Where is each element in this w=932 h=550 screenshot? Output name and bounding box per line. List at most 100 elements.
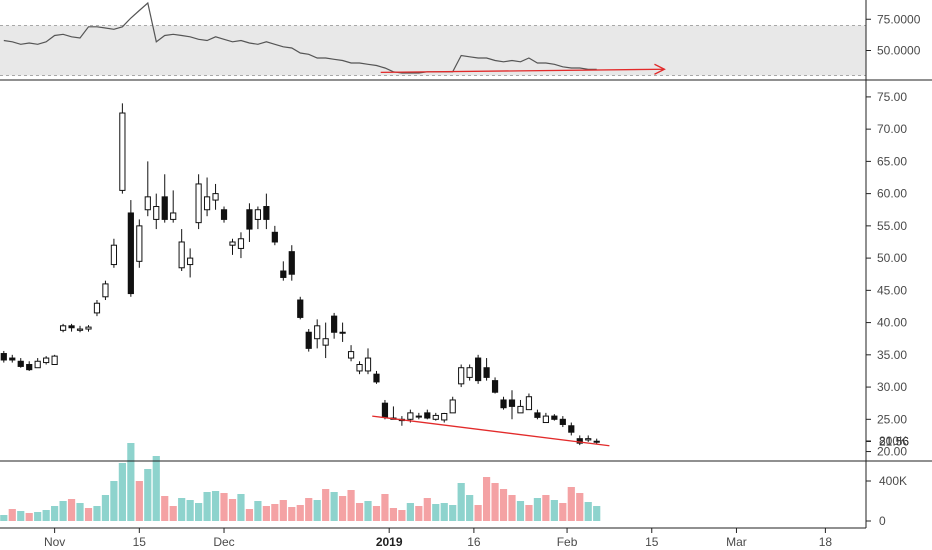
candle (314, 319, 321, 349)
last-price-label: 21.56 (879, 434, 909, 448)
candle-body (475, 357, 482, 382)
candle-body (585, 438, 592, 441)
candle-body (297, 299, 304, 318)
candle (331, 312, 338, 339)
price-trendline (372, 415, 610, 447)
candle-body (542, 415, 549, 424)
volume-bar (322, 489, 330, 521)
candle-body (364, 357, 372, 372)
volume-tick-label: 800K (879, 434, 907, 448)
volume-bar (228, 499, 237, 521)
candle (347, 345, 355, 362)
price-tick-label: 65.00 (877, 154, 907, 168)
candle-body (93, 302, 101, 314)
candle-body (415, 415, 422, 418)
candle (195, 174, 202, 230)
volume-bar (279, 500, 287, 521)
volume-bar (59, 501, 67, 521)
volume-bar (415, 506, 423, 521)
candle (398, 416, 405, 426)
candle (458, 364, 465, 388)
volume-tick-label: 400K (879, 474, 907, 488)
candle (542, 412, 549, 424)
price-tick-label: 25.00 (877, 412, 907, 426)
candle (203, 177, 211, 217)
volume-bar (550, 500, 558, 521)
candle (237, 232, 245, 259)
x-tick-label: Feb (557, 535, 578, 549)
candle-body (534, 412, 541, 418)
price-tick-label: 50.00 (877, 251, 907, 265)
candle-body (170, 212, 177, 220)
candle (170, 190, 177, 223)
candle (102, 280, 109, 301)
candle (9, 354, 16, 363)
volume-bar (466, 495, 474, 521)
x-tick-label: 18 (819, 535, 833, 549)
candle (85, 325, 92, 332)
candle (339, 322, 346, 342)
candle (322, 322, 329, 359)
candle-body (271, 231, 278, 243)
x-tick-label: Mar (726, 535, 747, 549)
candle-body (187, 257, 194, 266)
candle-body (43, 357, 50, 364)
price-tick-label: 60.00 (877, 187, 907, 201)
candle-body (17, 360, 24, 367)
candle-body (407, 412, 414, 420)
candle (373, 370, 380, 384)
volume-bar (245, 509, 254, 521)
candle (254, 206, 262, 230)
volume-bar (499, 489, 508, 521)
x-tick-label: 15 (133, 535, 147, 549)
candle-body (161, 196, 168, 220)
candle (127, 200, 134, 297)
candle-body (373, 373, 380, 383)
volume-bar (330, 492, 338, 521)
candle-body (491, 380, 499, 393)
candle (559, 416, 566, 428)
volume-panel: 800K 400K 0 (0, 434, 907, 528)
candle (390, 406, 397, 420)
volume-bar (127, 443, 135, 521)
candle-body (424, 412, 431, 419)
candle-body (305, 331, 312, 349)
volume-bar (423, 498, 431, 521)
oscillator-panel: 75.0000 50.0000 (0, 1, 921, 76)
candle-body (525, 396, 533, 411)
candle-body (127, 212, 134, 295)
volume-bar (372, 506, 381, 521)
volume-bar (161, 496, 169, 521)
candle-body (144, 196, 151, 211)
candle (475, 354, 482, 384)
volume-bar (0, 515, 8, 521)
candle (432, 412, 439, 421)
candle (364, 348, 372, 375)
candle-body (458, 367, 465, 385)
candle (93, 300, 101, 317)
candle-body (288, 251, 295, 275)
candle-body (263, 206, 270, 220)
candle (187, 248, 194, 278)
candle-body (102, 283, 109, 298)
candle-body (34, 360, 41, 369)
volume-bar (516, 501, 525, 521)
volume-bar (491, 483, 499, 521)
candle (153, 193, 160, 230)
candle (161, 174, 168, 223)
candle (441, 412, 448, 423)
candle-body (551, 415, 558, 420)
candle (491, 377, 499, 394)
candle-body (441, 413, 448, 421)
candle-body (119, 112, 126, 191)
candle-body (568, 425, 575, 433)
x-tick-label: 15 (645, 535, 659, 549)
volume-bar (288, 507, 296, 521)
volume-bar (440, 503, 448, 521)
volume-bar (593, 506, 601, 521)
candle (551, 414, 558, 421)
price-tick-label: 55.00 (877, 219, 907, 233)
candle-body (483, 367, 490, 378)
candle-body (153, 206, 160, 220)
x-tick-label: 2019 (376, 535, 403, 549)
